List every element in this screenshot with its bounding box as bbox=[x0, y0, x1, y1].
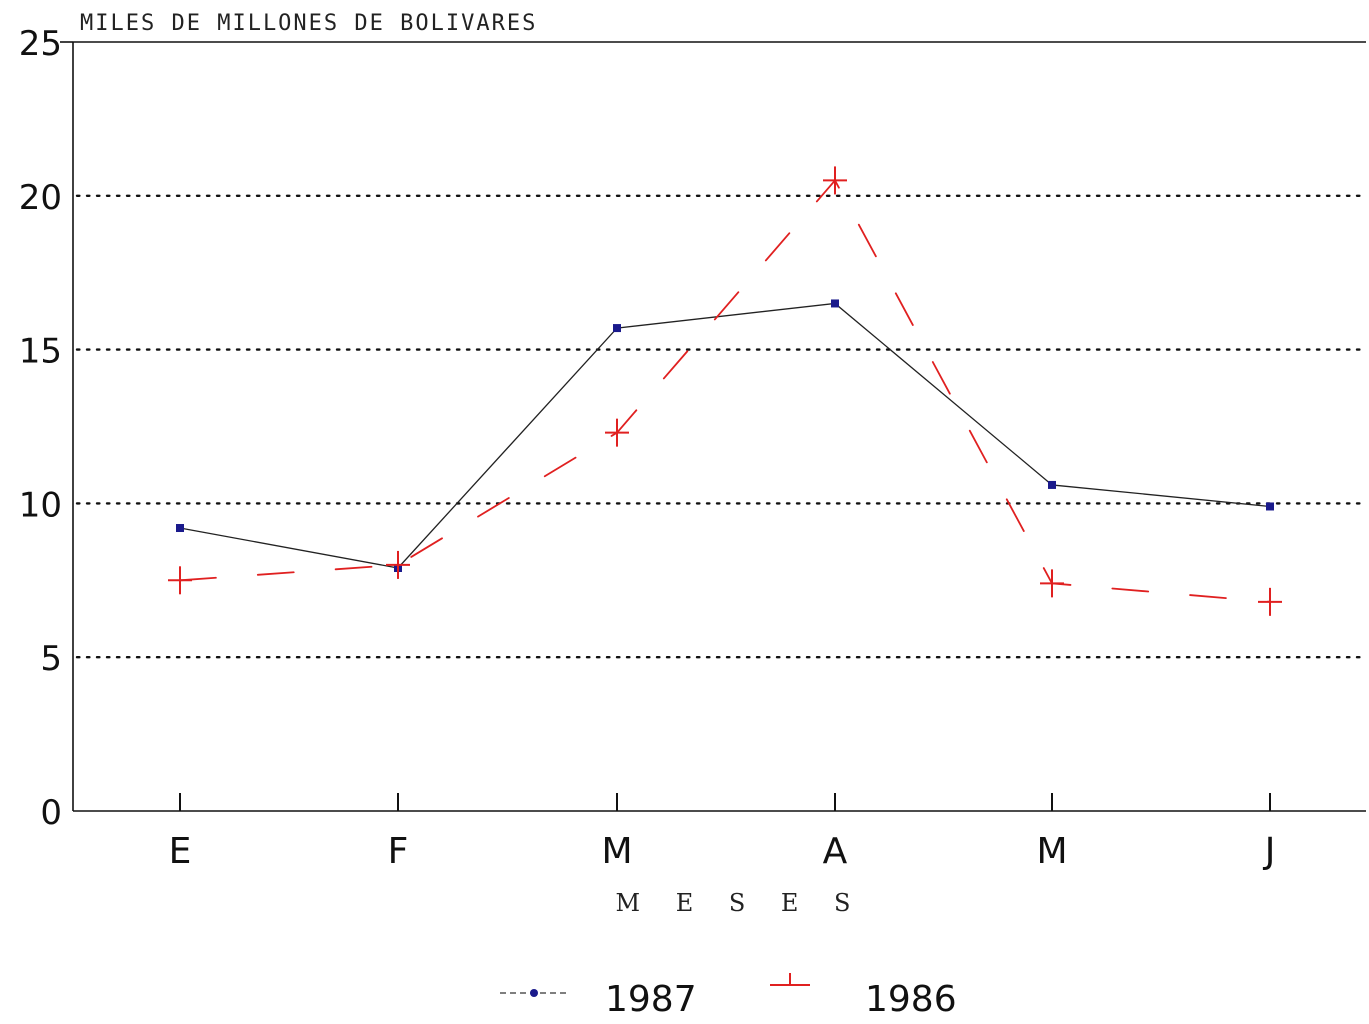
chart-title: MILES DE MILLONES DE BOLIVARES bbox=[80, 11, 537, 36]
point-1987-0 bbox=[176, 524, 184, 533]
axes bbox=[60, 41, 1366, 812]
legend: 1987 1986 bbox=[500, 973, 957, 1020]
legend-item-1986: 1986 bbox=[770, 973, 957, 1020]
x-tick-label-4: M bbox=[1036, 831, 1067, 872]
y-tick-label-25: 25 bbox=[19, 24, 62, 64]
grid-lines bbox=[75, 194, 1368, 659]
point-1987-5 bbox=[1266, 502, 1274, 511]
y-tick-label-0: 0 bbox=[40, 793, 62, 833]
point-1987-2 bbox=[613, 324, 621, 333]
x-tick-label-3: A bbox=[823, 831, 848, 872]
point-1986-5 bbox=[1258, 587, 1282, 616]
series-1986 bbox=[168, 166, 1282, 616]
series-line-1986 bbox=[179, 178, 1271, 603]
legend-swatch-marker-1987 bbox=[530, 989, 538, 997]
x-tick-label-5: J bbox=[1263, 831, 1276, 872]
y-tick-labels: 0 5 10 15 20 25 bbox=[19, 24, 62, 833]
y-tick-label-5: 5 bbox=[40, 639, 62, 679]
point-1986-4 bbox=[1040, 569, 1064, 598]
y-tick-label-15: 15 bbox=[19, 332, 62, 372]
point-1986-3 bbox=[823, 166, 847, 195]
x-tick-label-1: F bbox=[388, 831, 409, 872]
point-1987-4 bbox=[1048, 480, 1056, 489]
point-1986-1 bbox=[386, 550, 410, 579]
x-tick-label-0: E bbox=[169, 831, 192, 872]
point-1987-3 bbox=[831, 299, 839, 308]
series-1987 bbox=[176, 299, 1274, 572]
series-line-1987 bbox=[179, 302, 1271, 569]
series-lines bbox=[168, 166, 1282, 616]
y-tick-label-20: 20 bbox=[19, 178, 62, 218]
x-axis-label: M E S E S bbox=[615, 889, 864, 917]
legend-item-1987: 1987 bbox=[500, 979, 697, 1020]
point-1986-2 bbox=[605, 418, 629, 447]
point-1986-0 bbox=[168, 566, 192, 595]
y-tick-label-10: 10 bbox=[19, 485, 62, 525]
legend-label-1987: 1987 bbox=[605, 979, 697, 1019]
legend-label-1986: 1986 bbox=[865, 979, 957, 1019]
x-tick-label-2: M bbox=[601, 831, 632, 872]
